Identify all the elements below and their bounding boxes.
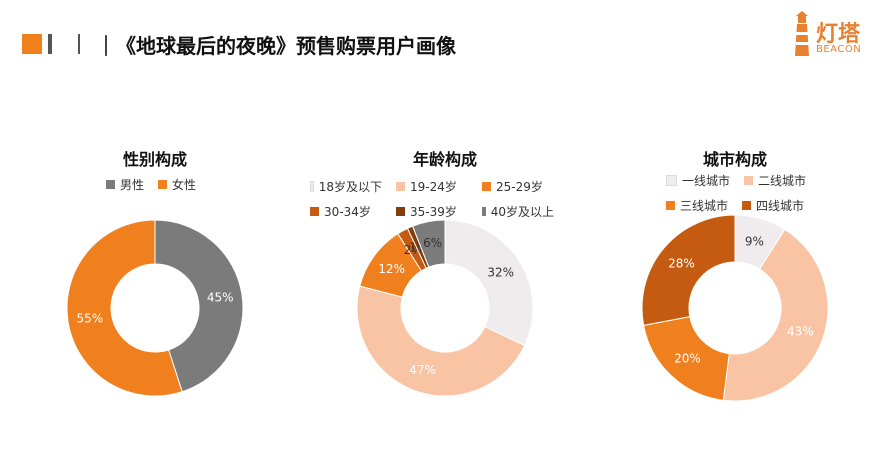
legend-label: 一线城市 <box>682 174 731 188</box>
lighthouse-roof <box>796 11 808 16</box>
data-label: 6% <box>423 236 442 250</box>
legend-item: 25-29岁 <box>482 178 554 195</box>
data-label: 47% <box>409 363 436 377</box>
chart-legend: 18岁及以下 19-24岁 25-29岁 30-34岁 35-39岁 40岁及以上 <box>310 178 580 220</box>
age-donut: 32%47%12%2%1%6% <box>356 219 534 397</box>
lighthouse-icon <box>795 11 809 56</box>
chart-title: 年龄构成 <box>412 150 477 169</box>
page-title: ｜《地球最后的夜晚》预售购票用户画像 <box>96 34 456 58</box>
accent-divider-thin <box>78 34 80 54</box>
data-label: 45% <box>207 291 234 305</box>
accent-block <box>22 34 42 54</box>
legend-label: 25-29岁 <box>496 180 543 194</box>
data-label: 32% <box>487 266 514 280</box>
data-label: 28% <box>668 257 695 271</box>
legend-swatch <box>310 207 319 216</box>
data-label: 43% <box>787 325 814 339</box>
legend-label: 30-34岁 <box>324 205 371 219</box>
legend-swatch <box>396 182 405 191</box>
legend-label: 女性 <box>172 178 197 192</box>
header: ｜《地球最后的夜晚》预售购票用户画像 灯塔 BEACON <box>0 0 889 80</box>
lighthouse-lamp <box>798 16 806 23</box>
logo-name-cn: 灯塔 <box>816 22 861 47</box>
legend-swatch <box>396 207 405 216</box>
legend-label: 18岁及以下 <box>318 180 382 194</box>
chart-legend: 一线城市 二线城市三线城市 四线城市 <box>666 172 846 214</box>
city-chart-panel: 城市构成 一线城市 二线城市三线城市 四线城市 9% 43% 20% 28% <box>630 140 840 460</box>
legend-item: 35-39岁 <box>396 203 468 220</box>
data-label: 20% <box>674 352 701 366</box>
legend-swatch <box>744 176 754 185</box>
legend-swatch <box>106 180 115 189</box>
logo-name-en: BEACON <box>816 44 862 55</box>
legend-swatch <box>310 181 314 192</box>
legend-swatch <box>158 180 168 189</box>
legend-swatch <box>482 182 491 191</box>
donut-slice <box>356 285 526 397</box>
legend-item: 一线城市 <box>666 172 730 189</box>
legend-item: 四线城市 <box>742 197 804 214</box>
legend-label: 四线城市 <box>756 199 805 213</box>
chart-legend: 男性 女性 <box>106 176 210 193</box>
legend-swatch <box>666 201 675 210</box>
data-label: 55% <box>76 311 103 325</box>
data-label: 9% <box>745 234 764 248</box>
gender-chart-panel: 性别构成 男性 女性 45% 55% <box>40 140 270 460</box>
data-label: 12% <box>378 262 405 276</box>
legend-swatch <box>742 201 752 210</box>
donut-slice <box>411 219 446 268</box>
legend-label: 二线城市 <box>758 174 807 188</box>
chart-title: 城市构成 <box>702 150 767 169</box>
legend-item: 40岁及以上 <box>482 203 554 220</box>
legend-item: 30-34岁 <box>310 203 382 220</box>
legend-label: 40岁及以上 <box>490 205 554 219</box>
donut-slice <box>641 214 736 327</box>
legend-label: 三线城市 <box>680 199 729 213</box>
legend-item: 男性 <box>106 176 144 193</box>
legend-swatch <box>482 207 486 216</box>
lighthouse-body <box>795 24 809 56</box>
legend-item: 女性 <box>158 176 196 193</box>
donut-slice <box>154 219 244 393</box>
city-donut: 9% 43% 20% 28% <box>641 214 829 402</box>
legend-swatch <box>666 175 677 186</box>
accent-divider <box>48 34 52 54</box>
legend-item: 三线城市 <box>666 197 728 214</box>
legend-item: 二线城市 <box>744 172 806 189</box>
legend-item: 19-24岁 <box>396 178 468 195</box>
donut-slice <box>722 228 829 402</box>
chart-title: 性别构成 <box>122 150 187 169</box>
donut-slice <box>444 219 534 347</box>
legend-item: 18岁及以下 <box>310 178 382 195</box>
donut-slice <box>66 219 183 397</box>
legend-label: 35-39岁 <box>410 205 457 219</box>
gender-donut: 45% 55% <box>66 219 244 397</box>
beacon-logo: 灯塔 BEACON <box>792 10 872 60</box>
age-chart-panel: 年龄构成 18岁及以下 19-24岁 25-29岁 30-34岁 35-39岁 40岁及以… <box>310 140 580 460</box>
legend-label: 19-24岁 <box>410 180 457 194</box>
legend-label: 男性 <box>120 178 145 192</box>
